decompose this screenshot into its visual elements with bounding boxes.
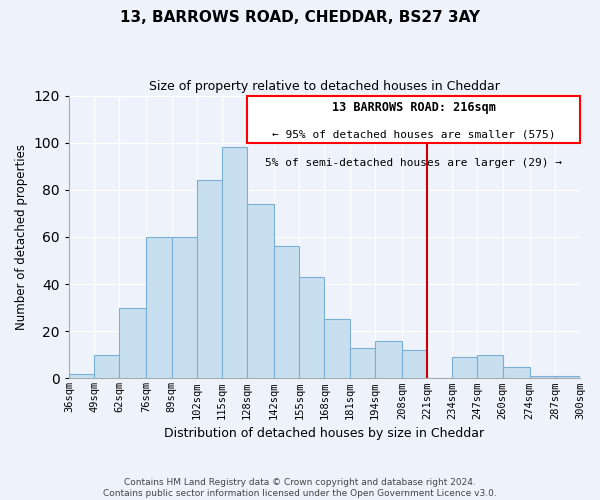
Bar (325, 320, 350, 378)
Bar (222, 148, 247, 378)
Bar (478, 355, 503, 378)
Bar (172, 237, 197, 378)
Bar (402, 350, 427, 378)
Bar (274, 246, 299, 378)
Bar (350, 348, 375, 378)
Bar (119, 308, 146, 378)
X-axis label: Distribution of detached houses by size in Cheddar: Distribution of detached houses by size … (164, 427, 485, 440)
Bar (299, 277, 325, 378)
Bar (452, 357, 478, 378)
FancyBboxPatch shape (247, 96, 580, 142)
Text: 5% of semi-detached houses are larger (29) →: 5% of semi-detached houses are larger (2… (265, 158, 562, 168)
Bar (69, 374, 94, 378)
Text: Contains HM Land Registry data © Crown copyright and database right 2024.
Contai: Contains HM Land Registry data © Crown c… (103, 478, 497, 498)
Bar (197, 180, 222, 378)
Bar (555, 376, 580, 378)
Bar (530, 376, 555, 378)
Y-axis label: Number of detached properties: Number of detached properties (15, 144, 28, 330)
Text: 13, BARROWS ROAD, CHEDDAR, BS27 3AY: 13, BARROWS ROAD, CHEDDAR, BS27 3AY (120, 10, 480, 25)
Bar (375, 340, 402, 378)
Title: Size of property relative to detached houses in Cheddar: Size of property relative to detached ho… (149, 80, 500, 93)
Text: ← 95% of detached houses are smaller (575): ← 95% of detached houses are smaller (57… (272, 130, 555, 140)
Text: 13 BARROWS ROAD: 216sqm: 13 BARROWS ROAD: 216sqm (332, 101, 496, 114)
Bar (94, 355, 119, 378)
Bar (146, 237, 172, 378)
Bar (247, 204, 274, 378)
Bar (503, 366, 530, 378)
